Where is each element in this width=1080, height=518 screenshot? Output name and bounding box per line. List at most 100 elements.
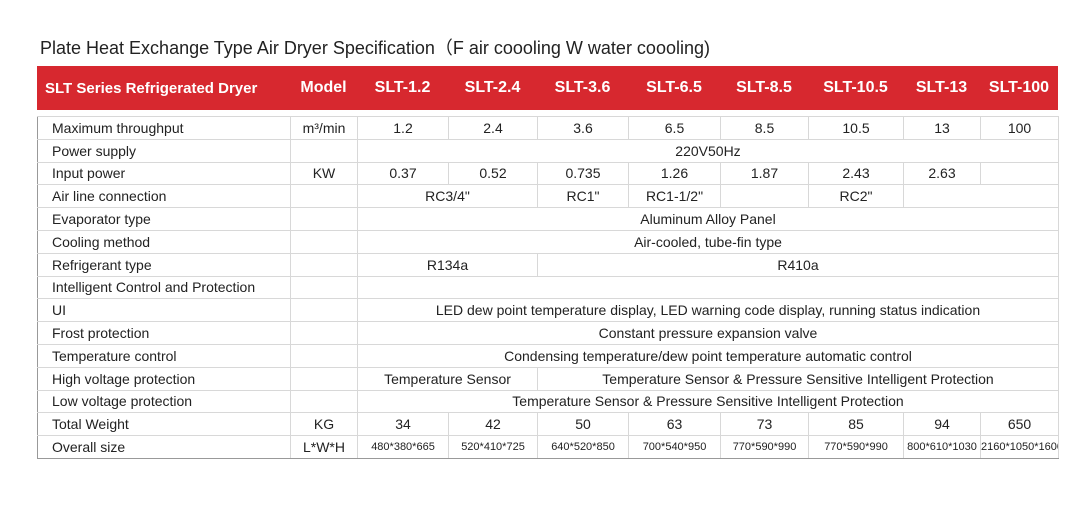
row-label: High voltage protection [37,366,291,391]
spec-value: 50 [537,412,629,437]
spec-value: 63 [628,412,721,437]
title: Plate Heat Exchange Type Air Dryer Speci… [40,38,710,58]
series-header: SLT Series Refrigerated Dryer [45,79,258,97]
empty-cell [720,184,809,209]
spec-row: Evaporator type Aluminum Alloy Panel [37,207,1059,231]
spec-value: 1.26 [628,161,721,186]
empty-cell [290,229,358,254]
spec-value: 34 [357,412,449,437]
spec-row: Frost protection Constant pressure expans… [37,321,1059,345]
spec-value: 770*590*990 [720,435,809,459]
spec-row: Temperature control Condensing temperatur… [37,343,1059,368]
spec-value: R134a [357,252,538,277]
row-label: Intelligent Control and Protection [37,275,291,300]
spec-value: 2.43 [808,161,904,186]
spec-value: Condensing temperature/dew point tempera… [357,343,1059,368]
spec-value: RC2" [808,184,904,209]
spec-row: Low voltage protection Temperature Sensor… [37,389,1059,414]
model-name: SLT-2.4 [464,79,521,96]
spec-row: High voltage protection Temperature Senso… [37,366,1059,391]
row-label: UI [37,298,291,323]
spec-value: 10.5 [808,116,904,140]
empty-cell [290,207,358,231]
spec-value: 94 [903,412,981,437]
spec-value: 2160*1050*1600 [980,435,1059,459]
spec-row: Overall size L*W*H 480*380*665 520*410*725 6… [37,435,1059,459]
spec-value: Temperature Sensor & Pressure Sensitive … [537,366,1059,391]
model-name: SLT-1.2 [374,79,431,96]
header: SLT Series Refrigerated Dryer Model SLT-… [37,66,1058,110]
spec-value: Aluminum Alloy Panel [357,207,1059,231]
spec-value: 0.52 [448,161,538,186]
empty-cell [290,298,358,323]
unit: L*W*H [290,435,358,459]
spec-value: 770*590*990 [808,435,904,459]
spec-value: 6.5 [628,116,721,140]
empty-cell [290,184,358,209]
row-label: Low voltage protection [37,389,291,414]
spec-value: 0.37 [357,161,449,186]
spec-value: Temperature Sensor [357,366,538,391]
empty-cell [903,184,1059,209]
empty-cell [290,389,358,414]
spec-value: 42 [448,412,538,437]
spec-row: Input power KW 0.37 0.52 0.735 1.26 1.87 2.43 2.… [37,161,1059,186]
spec-value: 1.87 [720,161,809,186]
spec-value: R410a [537,252,1059,277]
model-header: Model [300,79,347,96]
spec-value: Air-cooled, tube-fin type [357,229,1059,254]
spec-value: Constant pressure expansion valve [357,321,1059,345]
row-label: Total Weight [37,412,291,437]
empty-cell [980,161,1059,186]
model-name: SLT-10.5 [823,79,888,96]
spec-table: Maximum throughput m³/min 1.2 2.4 3.6 6.5 8.5 1… [37,116,1059,459]
spec-row: Cooling method Air-cooled, tube-fin type [37,229,1059,254]
unit: KG [290,412,358,437]
row-label: Cooling method [37,229,291,254]
spec-row: Total Weight KG 34 42 50 63 73 85 94 650 [37,412,1059,437]
row-label: Refrigerant type [37,252,291,277]
spec-row: UI LED dew point temperature display, LED… [37,298,1059,323]
model-name: SLT-100 [988,79,1050,96]
spec-value: 100 [980,116,1059,140]
empty-cell [290,343,358,368]
row-label: Frost protection [37,321,291,345]
spec-value: 73 [720,412,809,437]
spec-value: 640*520*850 [537,435,629,459]
model-name: SLT-3.6 [554,79,611,96]
unit: m³/min [290,116,358,140]
row-label: Power supply [37,138,291,163]
spec-value: 520*410*725 [448,435,538,459]
spec-value: 2.63 [903,161,981,186]
model-name: SLT-6.5 [646,79,702,96]
spec-value: Temperature Sensor & Pressure Sensitive … [357,389,1059,414]
empty-cell [290,321,358,345]
spec-value: 1.2 [357,116,449,140]
spec-value: RC3/4" [357,184,538,209]
empty-cell [290,275,358,300]
spec-value: 480*380*665 [357,435,449,459]
header-row: SLT Series Refrigerated Dryer Model SLT-… [37,66,1058,110]
row-label: Maximum throughput [37,116,291,140]
row-label: Overall size [37,435,291,459]
model-name: SLT-13 [915,79,968,96]
spec-value: 220V50Hz [357,138,1059,163]
spec-row: Air line connection RC3/4" RC1" RC1-1/2" RC2… [37,184,1059,209]
row-label: Air line connection [37,184,291,209]
spec-value: 3.6 [537,116,629,140]
empty-cell [290,366,358,391]
spec-value: 13 [903,116,981,140]
spec-value: 700*540*950 [628,435,721,459]
row-label: Evaporator type [37,207,291,231]
spec-value: 8.5 [720,116,809,140]
spec-value: 0.735 [537,161,629,186]
unit: KW [290,161,358,186]
spec-row: Intelligent Control and Protection [37,275,1059,300]
spec-value: LED dew point temperature display, LED w… [357,298,1059,323]
spec-value: 2.4 [448,116,538,140]
row-label: Temperature control [37,343,291,368]
spec-value: 85 [808,412,904,437]
spec-value: RC1-1/2" [628,184,721,209]
spec-row: Refrigerant type R134a R410a [37,252,1059,277]
